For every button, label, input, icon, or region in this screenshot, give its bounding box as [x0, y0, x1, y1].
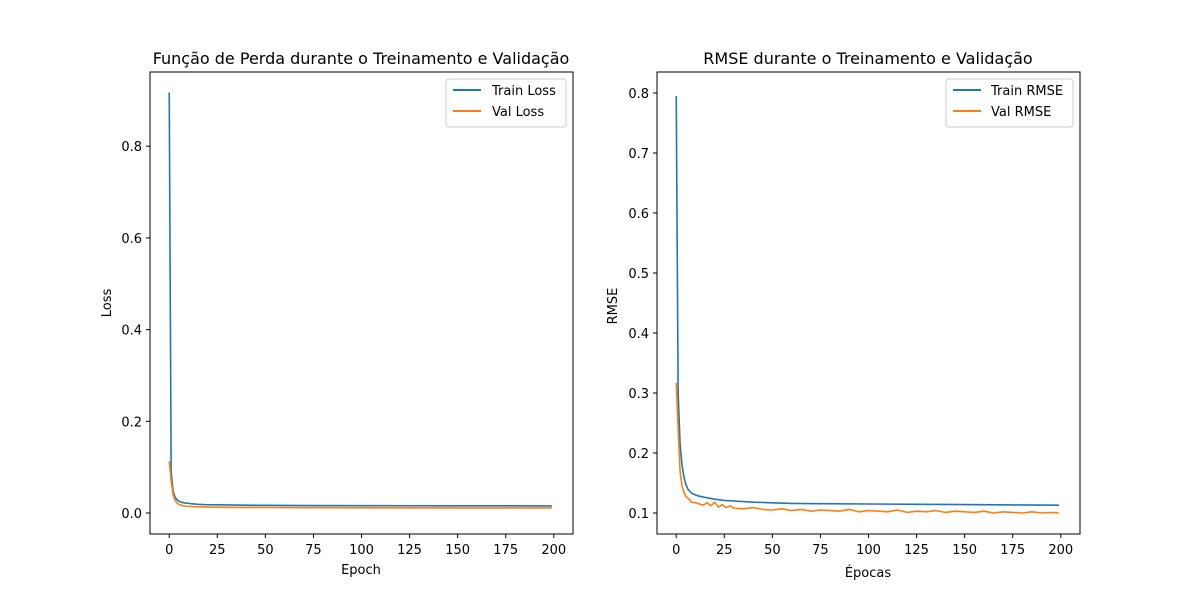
- loss-y-tick-label: 0.0: [121, 507, 142, 522]
- legend-label-val-loss: Val Loss: [492, 105, 544, 120]
- rmse-x-tick-label: 75: [812, 543, 829, 558]
- rmse-chart-title: RMSE durante o Treinamento e Validação: [703, 49, 1032, 68]
- loss-y-tick-label: 0.8: [121, 140, 142, 155]
- loss-x-tick-label: 75: [305, 543, 322, 558]
- loss-y-tick-label: 0.4: [121, 324, 142, 339]
- loss-x-tick-label: 0: [165, 543, 173, 558]
- rmse-x-tick-label: 200: [1048, 543, 1073, 558]
- loss-y-tick-label: 0.2: [121, 415, 142, 430]
- loss-x-tick-label: 175: [493, 543, 518, 558]
- rmse-y-tick-label: 0.7: [628, 147, 649, 162]
- rmse-x-tick-label: 25: [716, 543, 733, 558]
- loss-chart-x-axis-label: Epoch: [341, 563, 381, 578]
- rmse-chart: RMSE durante o Treinamento e Validação 0…: [606, 49, 1081, 581]
- rmse-chart-y-ticks: 0.1 0.2 0.3 0.4 0.5 0.6 0.7 0.8: [628, 87, 657, 522]
- rmse-series-line-train-rmse: [675, 95, 1059, 506]
- loss-chart-lines: [168, 92, 552, 509]
- rmse-x-tick-label: 125: [904, 543, 929, 558]
- rmse-x-tick-label: 50: [764, 543, 781, 558]
- loss-chart-x-ticks: 0 25 50 75 100 125 150 175 200: [165, 534, 566, 558]
- rmse-chart-x-axis-label: Épocas: [845, 565, 892, 581]
- rmse-y-tick-label: 0.2: [628, 447, 649, 462]
- loss-x-tick-label: 50: [257, 543, 274, 558]
- rmse-x-tick-label: 0: [672, 543, 680, 558]
- rmse-chart-y-axis-label: RMSE: [606, 288, 621, 325]
- rmse-y-tick-label: 0.1: [628, 507, 649, 522]
- loss-chart: Função de Perda durante o Treinamento e …: [100, 49, 574, 578]
- rmse-chart-lines: [675, 95, 1059, 514]
- loss-series-line-train-loss: [168, 92, 552, 507]
- rmse-y-tick-label: 0.8: [628, 87, 649, 102]
- loss-chart-y-ticks: 0.0 0.2 0.4 0.6 0.8: [121, 140, 150, 522]
- rmse-y-tick-label: 0.5: [628, 267, 649, 282]
- legend-label-val-rmse: Val RMSE: [991, 105, 1051, 120]
- rmse-y-tick-label: 0.6: [628, 207, 649, 222]
- loss-chart-legend: Train Loss Val Loss: [445, 78, 567, 128]
- rmse-y-tick-label: 0.3: [628, 387, 649, 402]
- rmse-x-tick-label: 100: [856, 543, 881, 558]
- loss-y-tick-label: 0.6: [121, 232, 142, 247]
- loss-x-tick-label: 100: [349, 543, 374, 558]
- rmse-x-tick-label: 150: [952, 543, 977, 558]
- legend-label-train-loss: Train Loss: [491, 84, 556, 99]
- loss-x-tick-label: 150: [445, 543, 470, 558]
- loss-series-line-val-loss: [168, 461, 552, 509]
- legend-label-train-rmse: Train RMSE: [990, 84, 1063, 99]
- rmse-chart-legend: Train RMSE Val RMSE: [945, 78, 1074, 128]
- loss-x-tick-label: 125: [397, 543, 422, 558]
- rmse-x-tick-label: 175: [1000, 543, 1025, 558]
- loss-x-tick-label: 25: [209, 543, 226, 558]
- loss-chart-title: Função de Perda durante o Treinamento e …: [153, 49, 570, 68]
- rmse-y-tick-label: 0.4: [628, 327, 649, 342]
- loss-chart-y-axis-label: Loss: [100, 289, 115, 318]
- rmse-series-line-val-rmse: [675, 382, 1059, 514]
- loss-x-tick-label: 200: [541, 543, 566, 558]
- rmse-chart-x-ticks: 0 25 50 75 100 125 150 175 200: [672, 534, 1073, 558]
